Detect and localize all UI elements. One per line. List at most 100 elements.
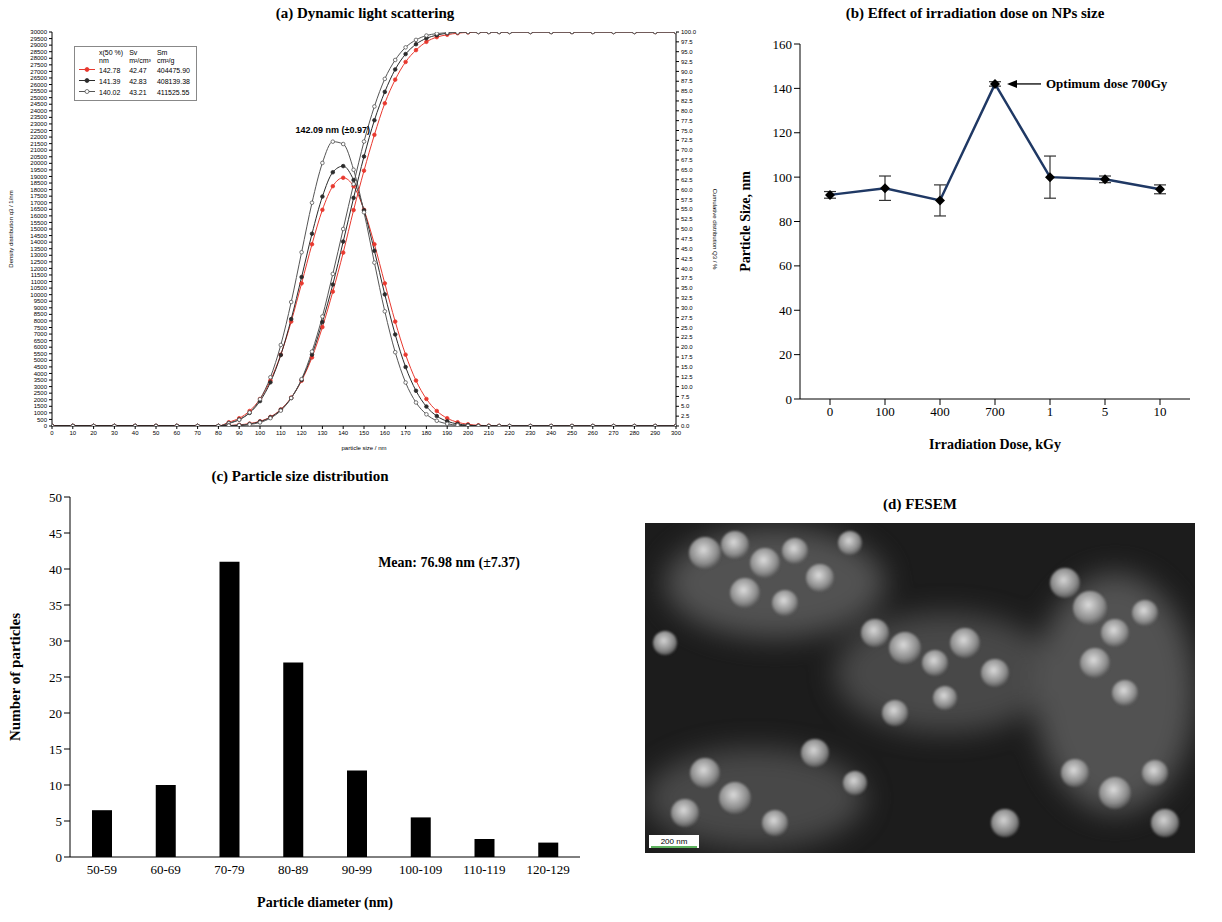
svg-text:27000: 27000 [30,69,47,75]
svg-text:55.0: 55.0 [681,206,693,212]
svg-text:50: 50 [49,490,62,505]
svg-text:16500: 16500 [30,206,47,212]
svg-text:220: 220 [505,430,516,436]
svg-text:32.5: 32.5 [681,295,693,301]
svg-text:57.5: 57.5 [681,197,693,203]
svg-text:25.0: 25.0 [681,325,693,331]
svg-text:14500: 14500 [30,233,47,239]
svg-text:26500: 26500 [30,75,47,81]
svg-text:particle size / nm: particle size / nm [341,445,386,451]
svg-text:16000: 16000 [30,213,47,219]
svg-text:67.5: 67.5 [681,157,693,163]
svg-text:42.5: 42.5 [681,256,693,262]
svg-text:25500: 25500 [30,88,47,94]
svg-text:190: 190 [442,430,453,436]
svg-text:2.5: 2.5 [681,413,690,419]
svg-text:280: 280 [629,430,640,436]
svg-text:260: 260 [588,430,599,436]
svg-text:10000: 10000 [30,292,47,298]
svg-text:6500: 6500 [34,338,48,344]
svg-text:29500: 29500 [30,36,47,42]
svg-text:82.5: 82.5 [681,98,693,104]
svg-text:19000: 19000 [30,174,47,180]
svg-text:100: 100 [875,404,895,419]
svg-text:18500: 18500 [30,180,47,186]
svg-text:5: 5 [1102,404,1109,419]
svg-text:Optimum dose 700Gy: Optimum dose 700Gy [1046,76,1168,91]
svg-text:80.0: 80.0 [681,108,693,114]
svg-text:77.5: 77.5 [681,118,693,124]
svg-text:14000: 14000 [30,239,47,245]
svg-text:120-129: 120-129 [526,862,569,877]
svg-text:15.0: 15.0 [681,364,693,370]
svg-text:1: 1 [1047,404,1054,419]
svg-text:290: 290 [650,430,661,436]
svg-text:30000: 30000 [30,29,47,35]
svg-text:250: 250 [567,430,578,436]
svg-text:10.0: 10.0 [681,384,693,390]
svg-text:9000: 9000 [34,305,48,311]
svg-text:Particle diameter (nm): Particle diameter (nm) [257,895,393,911]
svg-text:2500: 2500 [34,390,48,396]
svg-text:5000: 5000 [34,357,48,363]
svg-text:45.0: 45.0 [681,246,693,252]
svg-text:12000: 12000 [30,266,47,272]
svg-text:100: 100 [255,430,266,436]
svg-text:29000: 29000 [30,42,47,48]
svg-text:150: 150 [359,430,370,436]
svg-text:500: 500 [37,417,48,423]
svg-text:70: 70 [194,430,201,436]
svg-text:11500: 11500 [31,272,48,278]
svg-text:110-119: 110-119 [463,862,505,877]
svg-text:80: 80 [779,214,792,229]
svg-text:28500: 28500 [30,49,47,55]
svg-text:20000: 20000 [30,160,47,166]
svg-text:10500: 10500 [30,285,47,291]
svg-text:8000: 8000 [34,318,48,324]
svg-text:9500: 9500 [34,298,48,304]
svg-text:120: 120 [297,430,308,436]
svg-text:90: 90 [236,430,243,436]
svg-text:10: 10 [69,430,76,436]
svg-text:90.0: 90.0 [681,69,693,75]
svg-text:200: 200 [463,430,474,436]
svg-text:27500: 27500 [30,62,47,68]
svg-text:80: 80 [215,430,222,436]
svg-text:60.0: 60.0 [681,187,693,193]
svg-text:35.0: 35.0 [681,285,693,291]
svg-text:Irradiation Dose, kGy: Irradiation Dose, kGy [929,437,1061,452]
svg-text:4500: 4500 [34,364,48,370]
svg-text:240: 240 [546,430,557,436]
svg-text:400: 400 [930,404,950,419]
svg-text:28000: 28000 [30,55,47,61]
svg-text:92.5: 92.5 [681,59,693,65]
svg-text:40: 40 [779,303,792,318]
svg-text:10: 10 [1154,404,1167,419]
svg-text:22500: 22500 [30,128,47,134]
svg-text:70.0: 70.0 [681,147,693,153]
svg-text:10: 10 [49,778,62,793]
svg-text:3500: 3500 [34,377,48,383]
svg-text:80-89: 80-89 [278,862,308,877]
svg-text:180: 180 [421,430,432,436]
svg-text:100-109: 100-109 [399,862,442,877]
svg-text:20500: 20500 [30,154,47,160]
svg-text:1500: 1500 [34,403,48,409]
svg-text:17500: 17500 [30,193,47,199]
svg-text:7.5: 7.5 [681,394,690,400]
svg-text:13000: 13000 [30,252,47,258]
svg-text:0: 0 [50,430,54,436]
svg-text:170: 170 [401,430,412,436]
svg-text:18000: 18000 [30,187,47,193]
svg-text:19500: 19500 [30,167,47,173]
svg-text:120: 120 [773,125,793,140]
svg-text:47.5: 47.5 [681,236,693,242]
svg-text:40: 40 [132,430,139,436]
svg-text:270: 270 [609,430,620,436]
svg-text:Number of particles: Number of particles [7,613,23,741]
svg-text:23500: 23500 [30,114,47,120]
svg-text:1000: 1000 [34,410,48,416]
svg-text:24000: 24000 [30,108,47,114]
svg-text:0: 0 [44,423,48,429]
svg-text:72.5: 72.5 [681,137,693,143]
